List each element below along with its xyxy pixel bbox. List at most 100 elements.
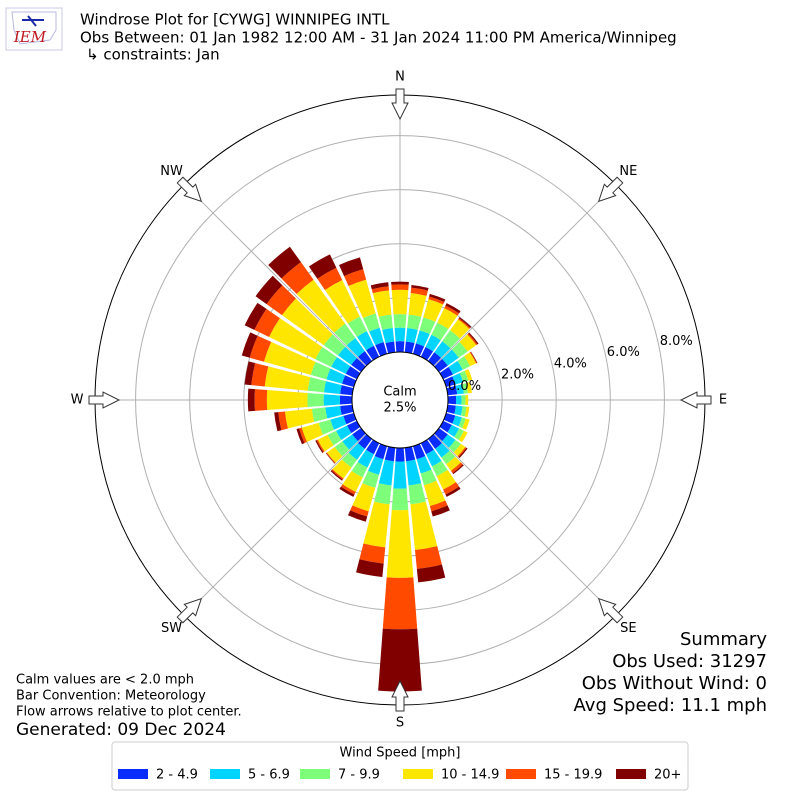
- bar-segment: [296, 279, 346, 333]
- bar-segment: [404, 446, 416, 462]
- bar-segment: [410, 287, 428, 296]
- flow-arrow: [176, 176, 203, 203]
- bar-segment: [420, 346, 434, 361]
- bar-segment: [323, 381, 342, 395]
- legend: 2 - 4.9 5 - 6.9 7 - 9.9 10 - 14.9 15 - 19.9 2…: [118, 768, 681, 783]
- bar-segment: [326, 368, 346, 384]
- bar-segment: [428, 296, 445, 305]
- bar-segment: [452, 373, 464, 385]
- flow-arrow-shape: [597, 176, 624, 203]
- bar-segment: [445, 303, 461, 314]
- bar-segment: [429, 500, 448, 512]
- bar-segment: [345, 366, 361, 380]
- bar-segment: [412, 443, 426, 460]
- bar-segment: [301, 422, 323, 443]
- bar-segment: [351, 357, 366, 372]
- bar-segment: [351, 462, 368, 478]
- bar-segment: [330, 470, 343, 481]
- legend-label: 2 - 4.9: [156, 768, 198, 783]
- bar-segment: [452, 464, 464, 475]
- bar-segment: [324, 279, 360, 324]
- bar-segment: [466, 382, 472, 394]
- flow-arrow-shape: [88, 391, 121, 409]
- bar-segment: [404, 341, 415, 354]
- bar-segment: [458, 417, 466, 429]
- flow-arrow: [597, 176, 624, 203]
- bar-segment: [464, 369, 473, 381]
- bar-segment: [308, 254, 337, 279]
- flow-arrow-shape: [176, 176, 203, 203]
- bar-segment: [414, 546, 442, 569]
- flow-arrow: [679, 391, 712, 409]
- bar-segment: [317, 434, 334, 452]
- bar-segment: [336, 425, 352, 441]
- x-tick-label: SW: [161, 621, 182, 636]
- bar-segment: [356, 331, 374, 351]
- bar-segment: [369, 327, 384, 346]
- bar-segment: [339, 486, 355, 497]
- bar-segment: [249, 335, 272, 362]
- bar-segment: [352, 428, 366, 442]
- summary-line: Obs Without Wind: 0: [582, 673, 767, 694]
- legend-label: 7 - 9.9: [338, 768, 380, 783]
- logo-outline: [11, 11, 57, 45]
- bar-segment: [350, 505, 369, 517]
- bar-segment: [407, 314, 422, 330]
- bar-segment: [264, 366, 311, 391]
- bar-segment: [408, 293, 427, 317]
- bar-segment: [255, 275, 283, 305]
- legend-label: 5 - 6.9: [248, 768, 290, 783]
- bar-segment: [325, 405, 342, 419]
- legend-title: Wind Speed [mph]: [340, 746, 461, 761]
- bar-segment: [385, 341, 396, 354]
- bar-segment: [453, 443, 466, 457]
- bar-segment: [455, 384, 464, 395]
- bar-segment: [439, 366, 454, 380]
- bar-segment: [359, 543, 386, 564]
- bar-segment: [382, 328, 395, 344]
- bar-segment: [378, 628, 422, 692]
- bar-segment: [391, 284, 409, 291]
- bar-segment: [346, 420, 361, 434]
- y-tick-label: 6.0%: [607, 345, 640, 360]
- bar-segment: [415, 330, 430, 347]
- bar-segment: [337, 346, 357, 365]
- bar-segment: [327, 430, 342, 446]
- bar-segment: [454, 405, 463, 416]
- legend-box: [111, 741, 689, 791]
- bar-segment: [450, 462, 463, 474]
- bar-segment: [315, 440, 324, 453]
- bar-segment: [330, 415, 347, 430]
- bar-segment: [254, 308, 280, 337]
- flow-arrow: [391, 679, 409, 712]
- bar-segment: [391, 289, 409, 315]
- bar-segment: [431, 322, 449, 341]
- bar-segment: [326, 446, 343, 463]
- bar-segment: [352, 483, 376, 512]
- bar-segment: [428, 434, 443, 449]
- grid-spoke: [183, 433, 367, 617]
- legend-label: 10 - 14.9: [441, 768, 499, 783]
- bar-segment: [334, 441, 350, 457]
- x-tick-label: NE: [619, 164, 637, 179]
- bar-segment: [241, 332, 258, 358]
- note: Calm values are < 2.0 mph: [16, 673, 194, 688]
- calm-circle: [351, 351, 449, 449]
- bar-segment: [372, 290, 392, 317]
- bar-segment: [465, 394, 469, 406]
- legend-swatch: [616, 769, 646, 779]
- bar-segment: [446, 404, 456, 414]
- bar-segment: [378, 459, 394, 486]
- bar-segment: [340, 404, 354, 415]
- bar-segment: [455, 395, 462, 405]
- bar-segment: [366, 439, 380, 455]
- bar-segment: [446, 385, 458, 396]
- chart-title: Windrose Plot for [CYWG] WINNIPEG INTL: [80, 11, 390, 29]
- bar-segment: [357, 351, 372, 366]
- bar-segment: [457, 356, 471, 370]
- summary-title: Summary: [680, 629, 767, 650]
- bar-segment: [368, 456, 384, 475]
- bar-segment: [332, 459, 352, 479]
- y-tick-label: 4.0%: [554, 356, 587, 371]
- bar-segment: [254, 389, 268, 411]
